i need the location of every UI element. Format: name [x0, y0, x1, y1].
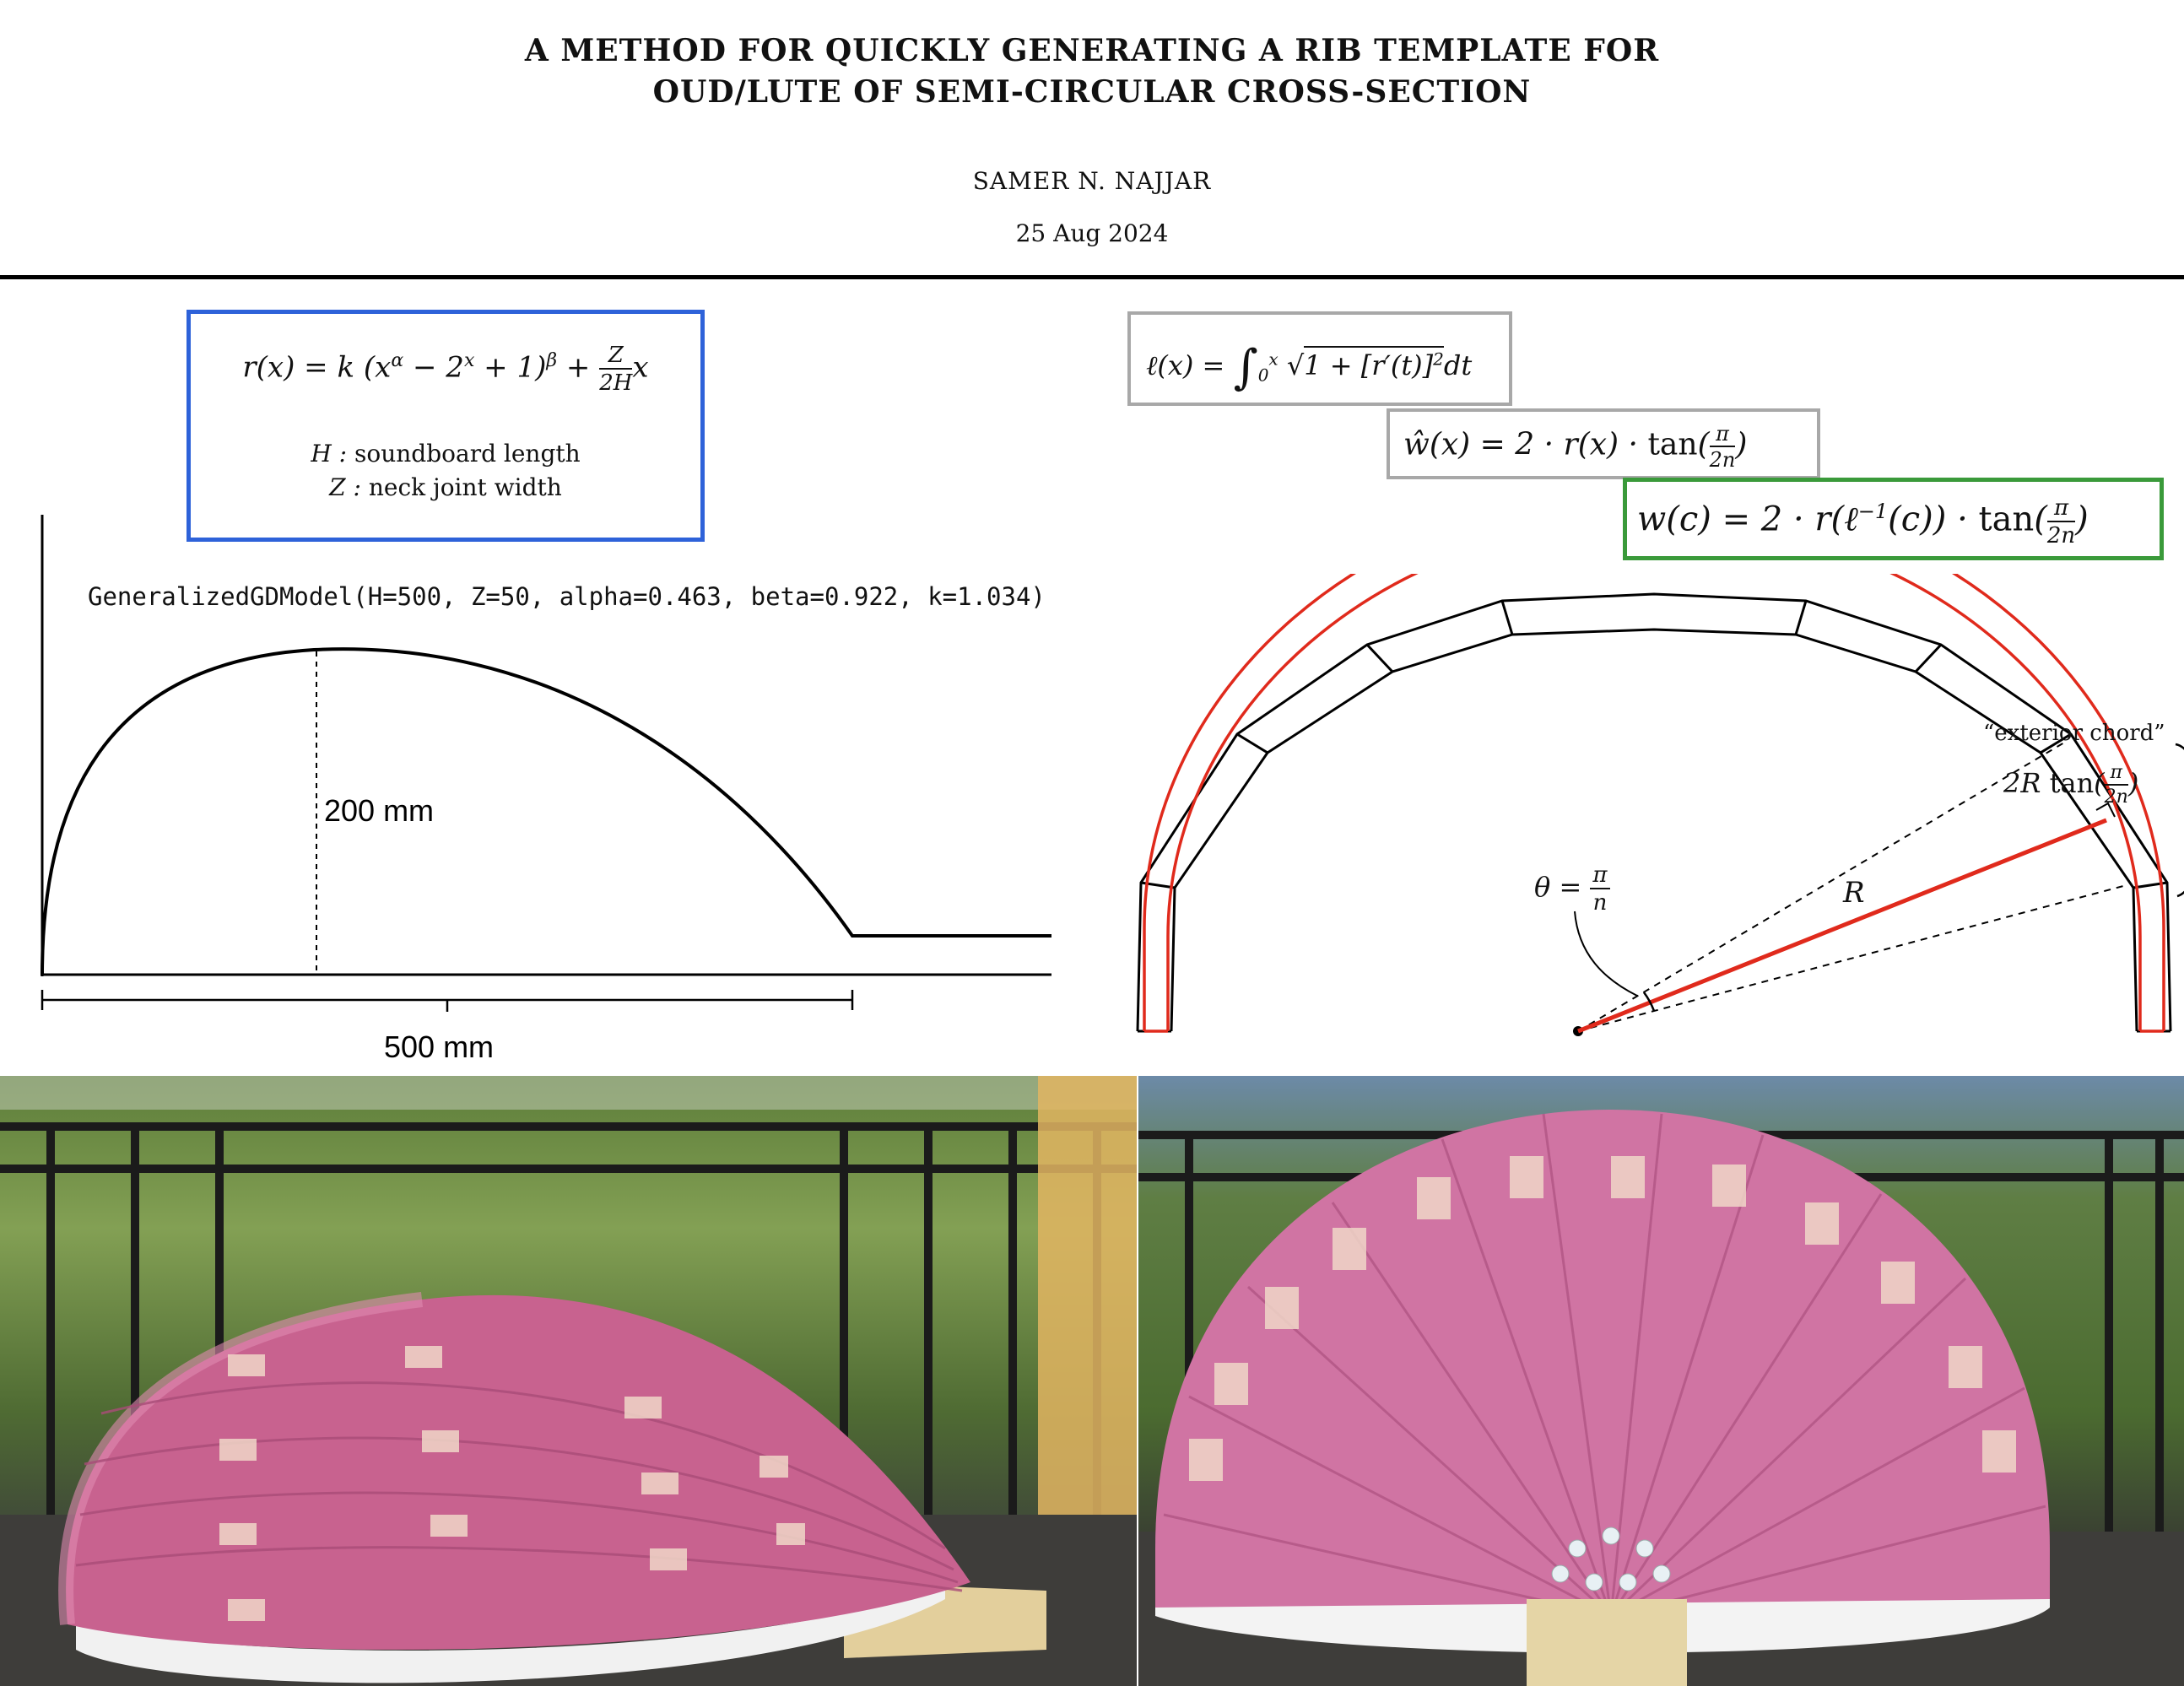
model-formula: r(x) = k (xα − 2x + 1)β + Z 2H x	[242, 343, 649, 396]
angle-arc	[1642, 992, 1656, 1012]
height-dimension-label: 200 mm	[324, 793, 435, 828]
ray-upper	[1577, 742, 2065, 1032]
ray-lower	[1577, 885, 2124, 1032]
profile-curve	[41, 647, 1051, 975]
paper-title-line-2: OUD/LUTE OF SEMI-CIRCULAR CROSS-SECTION	[652, 74, 1532, 110]
chord-formula: 2R tan(π 2n)	[2003, 762, 2139, 808]
chord-brace	[2175, 743, 2184, 898]
right-angle-marker	[2095, 802, 2116, 818]
legend-soundboard-length: H : soundboard length	[311, 440, 581, 467]
tape-strips	[1189, 1156, 2016, 1481]
rib-profile-plot	[41, 515, 1051, 1012]
arc-length-equation: ℓ(x) = ∫0x √1 + [r′(t)]2dt	[1146, 340, 1473, 395]
photo-side-view	[0, 1076, 1137, 1686]
rib-polygon-outline	[1136, 592, 2172, 1033]
paper-title-line-1: A METHOD FOR QUICKLY GENERATING A RIB TE…	[524, 33, 1660, 68]
width-hat-equation: ŵ(x) = 2 · r(x) · tan(π 2n)	[1403, 422, 1748, 472]
radius-line	[1577, 818, 2107, 1034]
photo-end-view	[1138, 1076, 2184, 1686]
header-divider	[0, 275, 2184, 279]
wood-block	[1527, 1599, 1687, 1686]
photo-side-view-illustration	[0, 1076, 1137, 1686]
legend-neck-joint-width: Z : neck joint width	[329, 473, 562, 501]
pushpins	[1551, 1527, 1671, 1591]
width-c-equation: w(c) = 2 · r(ℓ−1(c)) · tan(π 2n)	[1637, 495, 2089, 548]
cross-section-diagram	[1136, 574, 2184, 1036]
author-name: SAMER N. NAJJAR	[972, 167, 1212, 195]
length-dimension-label: 500 mm	[384, 1029, 495, 1064]
publication-date: 25 Aug 2024	[1015, 219, 1169, 247]
rib-arc-red	[1143, 574, 2165, 1033]
width-c-equation-box: w(c) = 2 · r(ℓ−1(c)) · tan(π 2n)	[1623, 478, 2164, 560]
theta-pointer	[1574, 911, 1638, 997]
model-formula-box: r(x) = k (xα − 2x + 1)β + Z 2H x H : sound…	[187, 310, 705, 542]
rib-seams	[1163, 1113, 2046, 1618]
width-hat-equation-box: ŵ(x) = 2 · r(x) · tan(π 2n)	[1387, 408, 1820, 479]
arc-length-equation-box: ℓ(x) = ∫0x √1 + [r′(t)]2dt	[1127, 311, 1512, 406]
photo-end-view-illustration	[1138, 1110, 2184, 1686]
radius-label: R	[1843, 876, 1865, 910]
model-parameters-label: GeneralizedGDModel(H=500, Z=50, alpha=0.…	[88, 582, 1046, 611]
exterior-chord-label: “exterior chord”	[1983, 721, 2165, 746]
